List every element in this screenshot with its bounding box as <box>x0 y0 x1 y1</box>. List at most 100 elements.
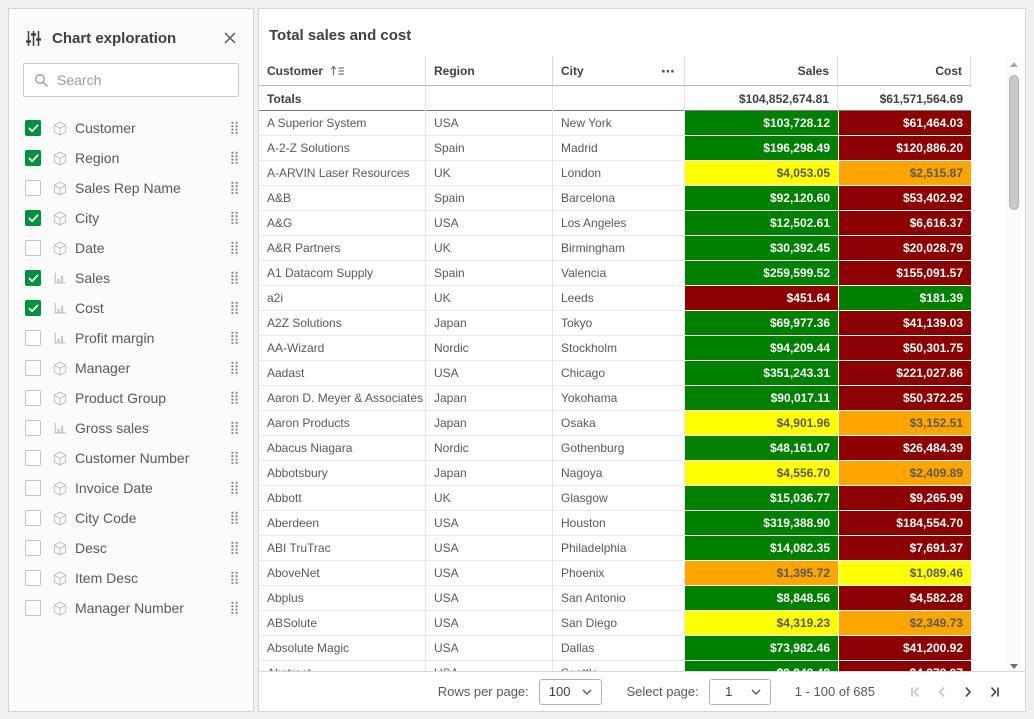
cell-city[interactable]: Nagoya <box>553 461 685 486</box>
cell-region[interactable]: Spain <box>426 136 553 161</box>
cell-customer[interactable]: Absolute Magic <box>259 636 426 661</box>
checkbox-unchecked[interactable] <box>25 450 41 466</box>
cell-city[interactable]: San Antonio <box>553 586 685 611</box>
cell-city[interactable]: Madrid <box>553 136 685 161</box>
cell-customer[interactable]: Abplus <box>259 586 426 611</box>
cell-region[interactable]: UK <box>426 286 553 311</box>
cell-region[interactable]: Japan <box>426 311 553 336</box>
cell-city[interactable]: Houston <box>553 511 685 536</box>
cell-customer[interactable]: Aaron D. Meyer & Associates <box>259 386 426 411</box>
column-header-sales[interactable]: Sales <box>685 56 838 85</box>
cell-city[interactable]: Valencia <box>553 261 685 286</box>
cell-region[interactable]: USA <box>426 361 553 386</box>
cell-city[interactable]: Seattle <box>553 661 685 673</box>
checkbox-unchecked[interactable] <box>25 570 41 586</box>
checkbox-checked[interactable] <box>25 270 41 286</box>
checkbox-unchecked[interactable] <box>25 420 41 436</box>
checkbox-unchecked[interactable] <box>25 330 41 346</box>
cell-customer[interactable]: ABSolute <box>259 611 426 636</box>
sidebar-item-profit-margin[interactable]: Profit margin <box>9 323 253 353</box>
cell-customer[interactable]: A-2-Z Solutions <box>259 136 426 161</box>
cell-city[interactable]: Tokyo <box>553 311 685 336</box>
drag-handle-icon[interactable] <box>228 449 241 468</box>
sidebar-item-manager[interactable]: Manager <box>9 353 253 383</box>
vertical-scrollbar[interactable] <box>1006 57 1022 673</box>
sidebar-item-city-code[interactable]: City Code <box>9 503 253 533</box>
cell-city[interactable]: Osaka <box>553 411 685 436</box>
cell-region[interactable]: USA <box>426 111 553 136</box>
cell-customer[interactable]: Abbott <box>259 486 426 511</box>
sidebar-item-customer[interactable]: Customer <box>9 113 253 143</box>
cell-region[interactable]: Nordic <box>426 336 553 361</box>
cell-region[interactable]: USA <box>426 661 553 673</box>
sidebar-item-product-group[interactable]: Product Group <box>9 383 253 413</box>
cell-customer[interactable]: AboveNet <box>259 561 426 586</box>
cell-city[interactable]: London <box>553 161 685 186</box>
checkbox-unchecked[interactable] <box>25 240 41 256</box>
sidebar-item-city[interactable]: City <box>9 203 253 233</box>
cell-customer[interactable]: AA-Wizard <box>259 336 426 361</box>
cell-region[interactable]: UK <box>426 236 553 261</box>
cell-city[interactable]: Dallas <box>553 636 685 661</box>
sidebar-item-manager-number[interactable]: Manager Number <box>9 593 253 623</box>
column-header-cost[interactable]: Cost <box>838 56 971 85</box>
cell-customer[interactable]: Abacus Niagara <box>259 436 426 461</box>
cell-region[interactable]: USA <box>426 536 553 561</box>
column-header-customer[interactable]: Customer <box>259 56 426 85</box>
drag-handle-icon[interactable] <box>228 149 241 168</box>
checkbox-unchecked[interactable] <box>25 480 41 496</box>
cell-customer[interactable]: A1 Datacom Supply <box>259 261 426 286</box>
next-page-button[interactable] <box>955 679 981 705</box>
column-header-region[interactable]: Region <box>426 56 553 85</box>
cell-region[interactable]: UK <box>426 486 553 511</box>
checkbox-unchecked[interactable] <box>25 180 41 196</box>
checkbox-unchecked[interactable] <box>25 540 41 556</box>
sidebar-item-sales-rep-name[interactable]: Sales Rep Name <box>9 173 253 203</box>
cell-customer[interactable]: ABI TruTrac <box>259 536 426 561</box>
cell-region[interactable]: Japan <box>426 461 553 486</box>
drag-handle-icon[interactable] <box>228 419 241 438</box>
checkbox-unchecked[interactable] <box>25 600 41 616</box>
cell-customer[interactable]: A-ARVIN Laser Resources <box>259 161 426 186</box>
cell-region[interactable]: Spain <box>426 261 553 286</box>
checkbox-checked[interactable] <box>25 210 41 226</box>
cell-customer[interactable]: A Superior System <box>259 111 426 136</box>
scrollbar-thumb[interactable] <box>1009 75 1019 210</box>
cell-region[interactable]: Japan <box>426 411 553 436</box>
cell-region[interactable]: Nordic <box>426 436 553 461</box>
drag-handle-icon[interactable] <box>228 509 241 528</box>
cell-city[interactable]: Barcelona <box>553 186 685 211</box>
previous-page-button[interactable] <box>929 679 955 705</box>
checkbox-checked[interactable] <box>25 120 41 136</box>
cell-customer[interactable]: A&B <box>259 186 426 211</box>
cell-city[interactable]: Phoenix <box>553 561 685 586</box>
cell-region[interactable]: USA <box>426 586 553 611</box>
rows-per-page-select[interactable]: 100 <box>538 678 603 705</box>
sidebar-item-desc[interactable]: Desc <box>9 533 253 563</box>
last-page-button[interactable] <box>981 679 1007 705</box>
cell-customer[interactable]: Abstract <box>259 661 426 673</box>
drag-handle-icon[interactable] <box>228 179 241 198</box>
cell-customer[interactable]: Aadast <box>259 361 426 386</box>
sidebar-item-cost[interactable]: Cost <box>9 293 253 323</box>
cell-city[interactable]: Yokohama <box>553 386 685 411</box>
sidebar-item-gross-sales[interactable]: Gross sales <box>9 413 253 443</box>
search-input[interactable] <box>57 72 227 88</box>
ellipsis-icon[interactable]: ⋯ <box>661 62 676 79</box>
cell-city[interactable]: Los Angeles <box>553 211 685 236</box>
cell-region[interactable]: Spain <box>426 186 553 211</box>
drag-handle-icon[interactable] <box>228 329 241 348</box>
cell-region[interactable]: USA <box>426 511 553 536</box>
cell-city[interactable]: Birmingham <box>553 236 685 261</box>
sidebar-item-item-desc[interactable]: Item Desc <box>9 563 253 593</box>
cell-region[interactable]: USA <box>426 636 553 661</box>
first-page-button[interactable] <box>903 679 929 705</box>
cell-city[interactable]: New York <box>553 111 685 136</box>
sidebar-item-date[interactable]: Date <box>9 233 253 263</box>
sidebar-item-region[interactable]: Region <box>9 143 253 173</box>
cell-city[interactable]: Stockholm <box>553 336 685 361</box>
drag-handle-icon[interactable] <box>228 599 241 618</box>
scrollbar-track[interactable] <box>1006 71 1022 659</box>
close-icon[interactable] <box>221 29 239 47</box>
cell-region[interactable]: Japan <box>426 386 553 411</box>
